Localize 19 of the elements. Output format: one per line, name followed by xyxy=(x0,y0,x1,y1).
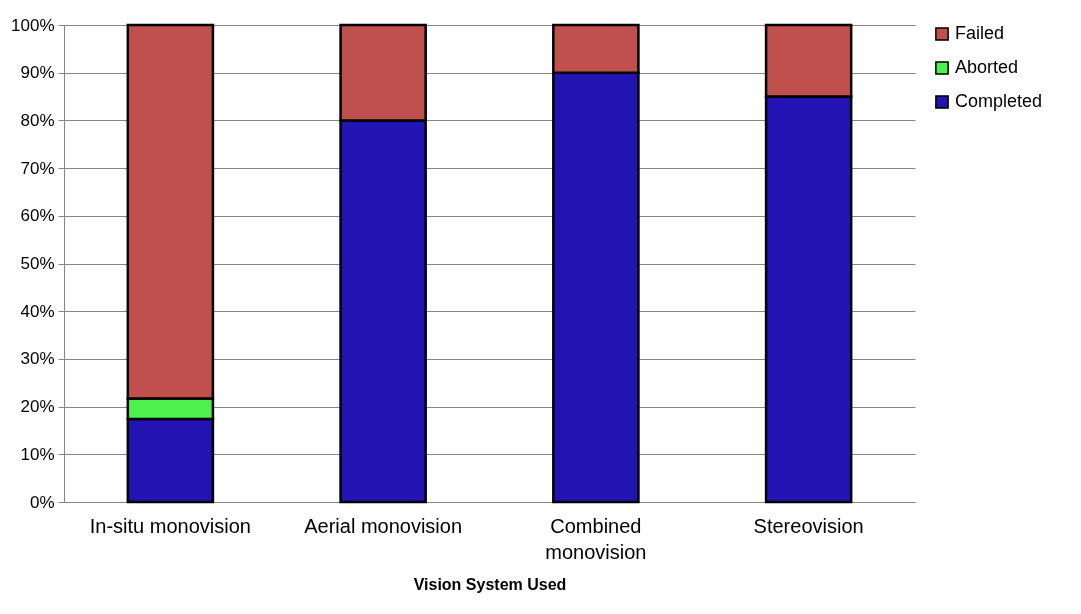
x-axis-title: Vision System Used xyxy=(413,575,567,593)
y-tick-label: 0% xyxy=(29,492,55,512)
x-tick-label: In-situ monovision xyxy=(89,514,251,537)
y-tick-label: 50% xyxy=(20,254,55,273)
y-tick-label: 40% xyxy=(20,301,55,321)
y-tick-label: 70% xyxy=(20,158,55,178)
legend-label: Completed xyxy=(955,91,1043,111)
y-tick-label: 90% xyxy=(20,63,55,83)
legend-label: Failed xyxy=(955,23,1005,43)
y-tick-label: 60% xyxy=(20,206,55,226)
y-tick-label: 30% xyxy=(20,349,55,369)
x-tick-label: Aerial monovision xyxy=(304,514,463,537)
x-tick-label: Stereovision xyxy=(753,514,864,537)
y-tick-label: 100% xyxy=(11,15,55,35)
x-tick-label: Combined monovision xyxy=(545,514,647,563)
legend-label: Aborted xyxy=(955,57,1019,77)
y-tick-label: 20% xyxy=(20,397,55,417)
y-tick-label: 10% xyxy=(20,444,55,464)
y-tick-label: 80% xyxy=(20,110,55,130)
